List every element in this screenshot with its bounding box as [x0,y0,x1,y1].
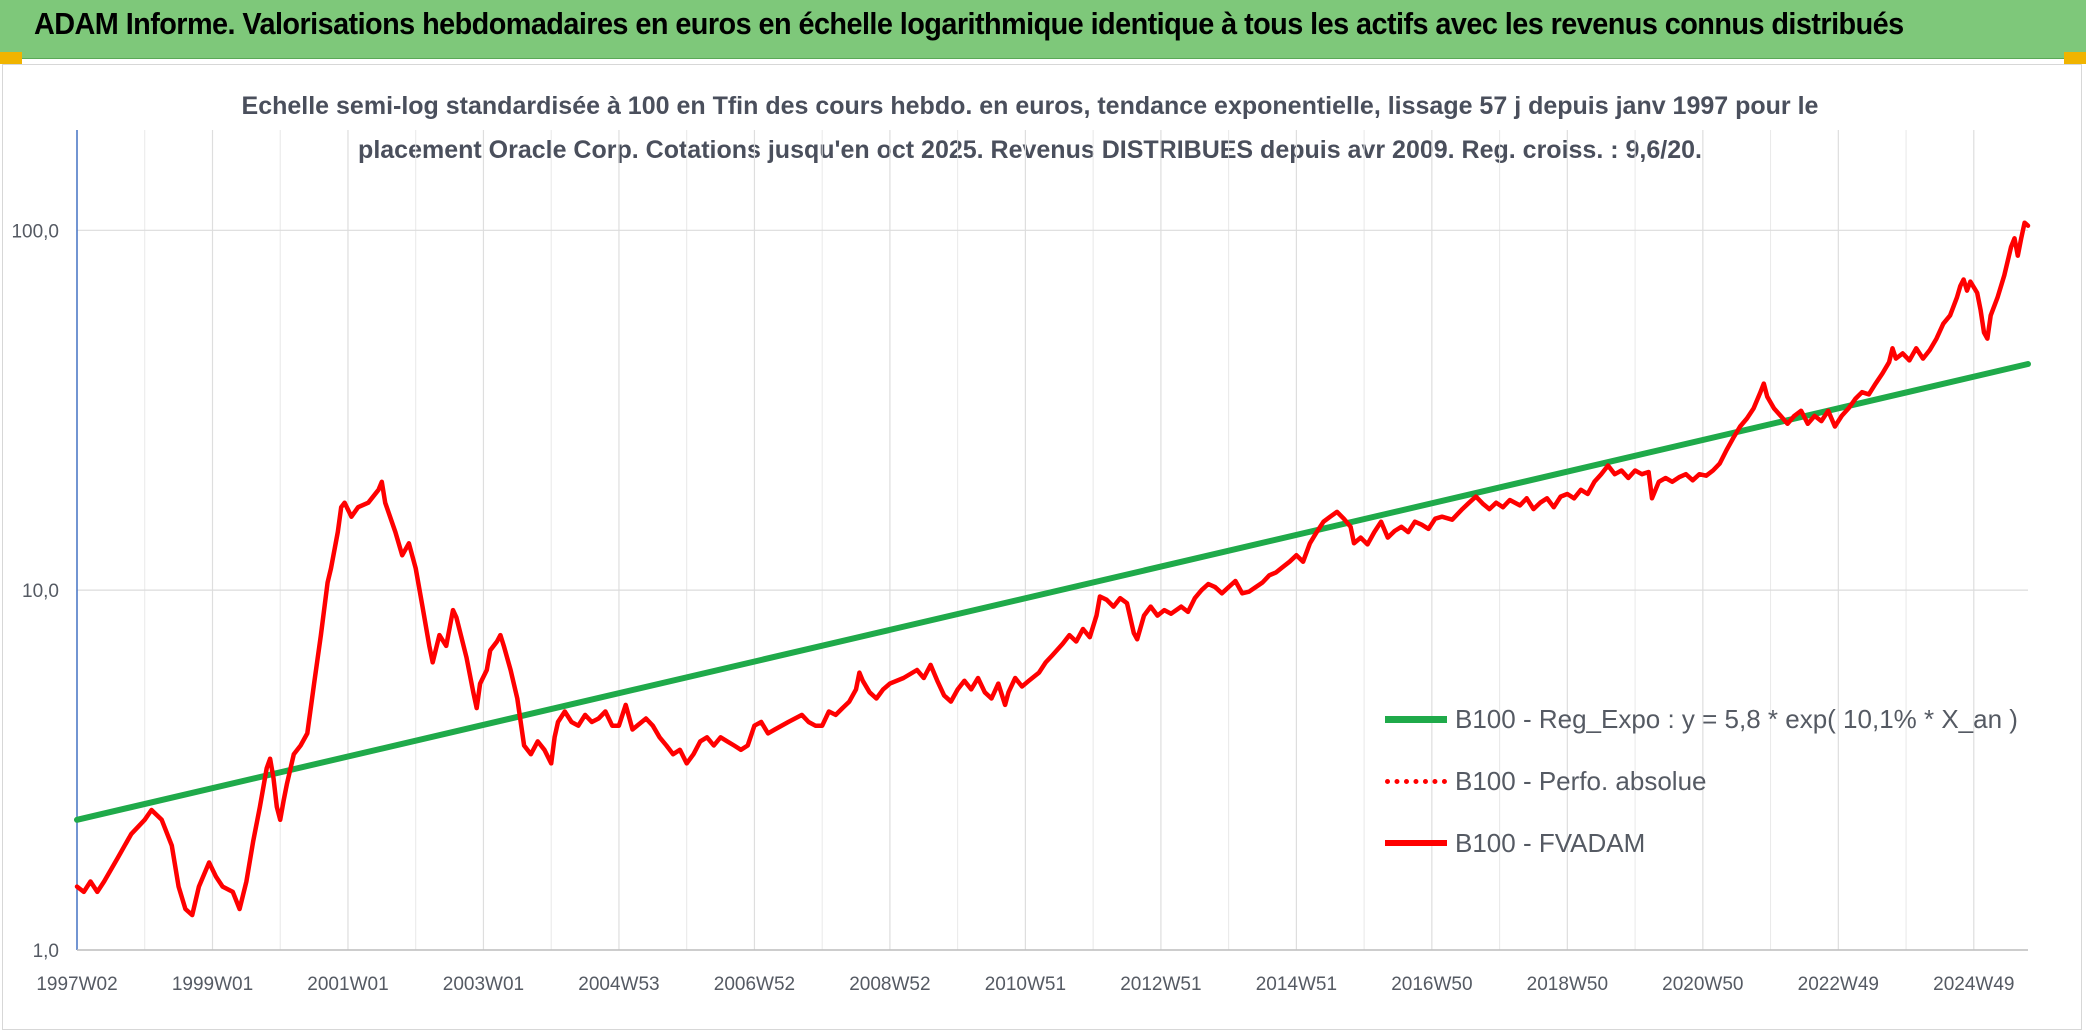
x-tick-label: 2024W49 [1933,974,2014,995]
legend-item-fvadam: B100 - FVADAM [1385,812,2018,874]
chart-subtitle: Echelle semi-log standardisée à 100 en T… [180,84,1880,172]
chart-subtitle-line-2: placement Oracle Corp. Cotations jusqu'e… [358,136,1702,164]
x-tick-label: 2016W50 [1391,974,1472,995]
report-title: ADAM Informe. Valorisations hebdomadaire… [34,6,1904,41]
x-tick-label: 2018W50 [1527,974,1608,995]
legend-swatch-perfo-absolue [1385,778,1447,784]
x-tick-label: 2008W52 [849,974,930,995]
legend-label-regression: B100 - Reg_Expo : y = 5,8 * exp( 10,1% *… [1455,703,2018,734]
header-bar: ADAM Informe. Valorisations hebdomadaire… [0,0,2086,59]
legend-label-perfo-absolue: B100 - Perfo. absolue [1455,765,1707,796]
x-tick-label: 2004W53 [578,974,659,995]
x-tick-label: 2006W52 [714,974,795,995]
x-tick-label: 2014W51 [1256,974,1337,995]
x-tick-label: 2010W51 [985,974,1066,995]
x-tick-label: 2022W49 [1798,974,1879,995]
series-layer [74,220,2031,918]
label-layer: 1997W02 1999W01 2001W01 2003W01 2004W53 2006W… [11,221,2014,995]
corner-marker-right [2064,52,2086,64]
grid-layer [77,130,2028,951]
legend-item-regression: B100 - Reg_Expo : y = 5,8 * exp( 10,1% *… [1385,688,2018,750]
legend-swatch-fvadam [1385,840,1447,846]
legend-item-perfo-absolue: B100 - Perfo. absolue [1385,750,2018,812]
y-tick-label: 1,0 [33,941,59,962]
y-tick-label: 100,0 [11,221,59,242]
x-tick-label: 2001W01 [307,974,388,995]
x-tick-label: 2020W50 [1662,974,1743,995]
y-tick-label: 10,0 [22,581,59,602]
series-fvadam-line [74,220,2031,918]
corner-marker-left [0,52,22,64]
legend-label-fvadam: B100 - FVADAM [1455,827,1646,858]
axis-layer [76,130,2028,951]
chart-subtitle-line-1: Echelle semi-log standardisée à 100 en T… [241,92,1819,120]
x-tick-label: 2012W51 [1120,974,1201,995]
chart-legend: B100 - Reg_Expo : y = 5,8 * exp( 10,1% *… [1385,688,2018,874]
series-regression-line [74,361,2031,823]
x-tick-label: 2003W01 [443,974,524,995]
x-tick-label: 1997W02 [36,974,117,995]
legend-swatch-regression [1385,715,1447,723]
x-tick-label: 1999W01 [172,974,253,995]
